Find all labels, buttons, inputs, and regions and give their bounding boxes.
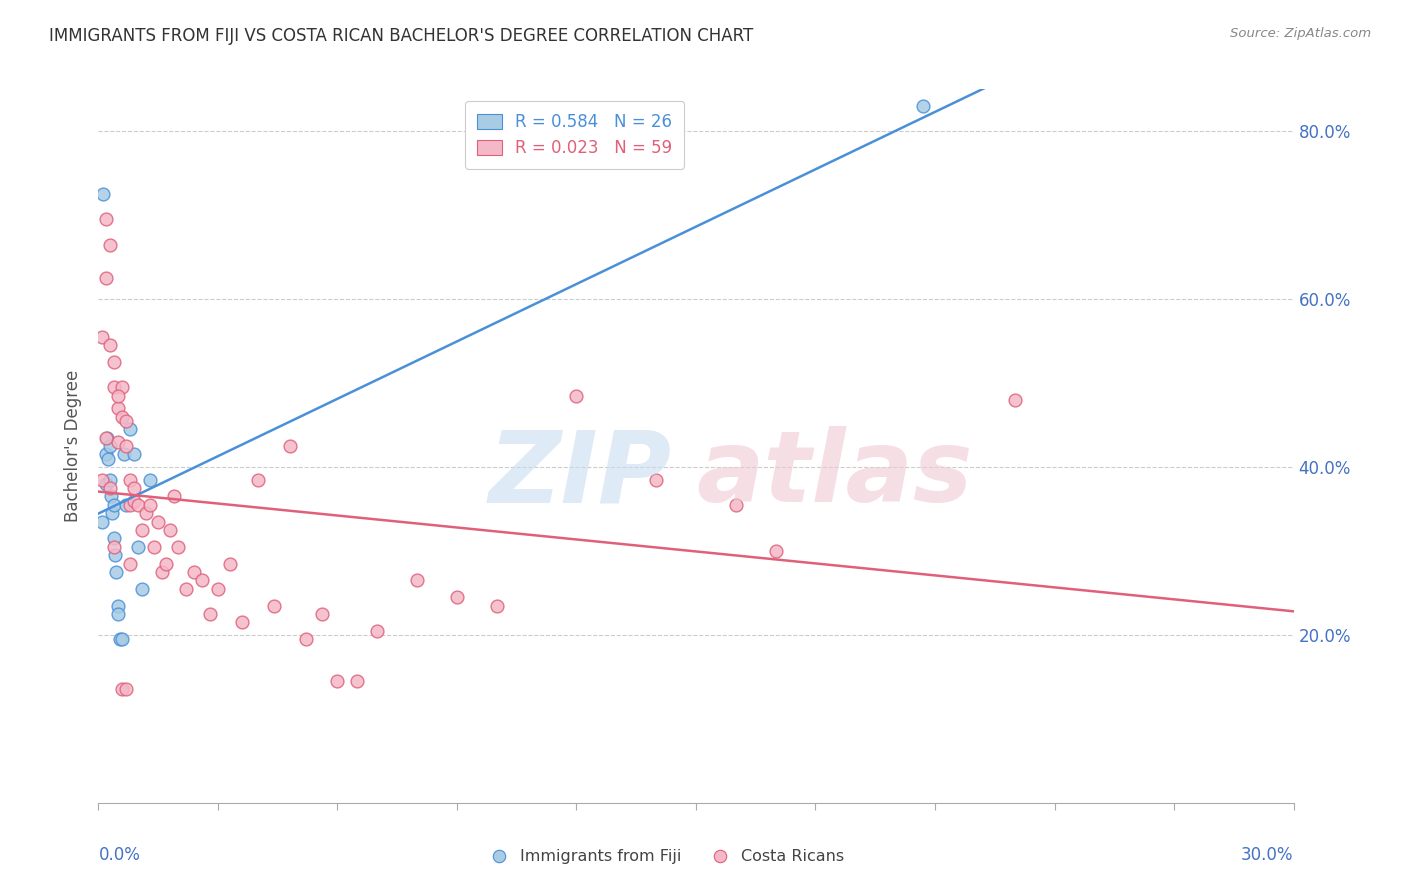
Point xyxy=(246,473,269,487)
Point xyxy=(107,599,129,613)
Point xyxy=(111,409,134,424)
Point xyxy=(278,439,301,453)
Point xyxy=(124,481,146,495)
Point xyxy=(110,632,132,646)
Point xyxy=(111,380,134,394)
Point xyxy=(115,439,138,453)
Point xyxy=(406,574,429,588)
Text: Immigrants from Fiji: Immigrants from Fiji xyxy=(520,849,682,863)
Point xyxy=(115,682,138,697)
Point xyxy=(90,515,112,529)
Point xyxy=(94,447,117,461)
Point xyxy=(174,582,197,596)
Point xyxy=(485,599,508,613)
Point xyxy=(107,434,129,449)
Point xyxy=(115,498,138,512)
Point xyxy=(765,544,787,558)
Point xyxy=(143,540,166,554)
Point xyxy=(346,674,368,689)
Point xyxy=(1004,392,1026,407)
Text: Source: ZipAtlas.com: Source: ZipAtlas.com xyxy=(1230,27,1371,40)
Point xyxy=(127,540,149,554)
Point xyxy=(107,401,129,416)
Point xyxy=(96,431,118,445)
Text: atlas: atlas xyxy=(696,426,973,523)
Text: IMMIGRANTS FROM FIJI VS COSTA RICAN BACHELOR'S DEGREE CORRELATION CHART: IMMIGRANTS FROM FIJI VS COSTA RICAN BACH… xyxy=(49,27,754,45)
Point xyxy=(219,557,242,571)
Point xyxy=(645,473,668,487)
Point xyxy=(120,557,142,571)
Point xyxy=(124,493,146,508)
Text: 30.0%: 30.0% xyxy=(1241,846,1294,863)
Point xyxy=(100,237,122,252)
Point xyxy=(103,532,125,546)
Point xyxy=(104,548,127,562)
Point xyxy=(135,506,157,520)
Point xyxy=(366,624,388,638)
Point xyxy=(131,523,153,537)
Point xyxy=(120,422,142,436)
Point xyxy=(96,431,118,445)
Point xyxy=(139,498,162,512)
Point xyxy=(150,565,173,579)
Point xyxy=(100,481,122,495)
Point xyxy=(98,439,121,453)
Point xyxy=(103,355,125,369)
Point xyxy=(155,557,177,571)
Point xyxy=(127,498,149,512)
Text: Costa Ricans: Costa Ricans xyxy=(741,849,845,863)
Point xyxy=(112,447,135,461)
Point xyxy=(101,506,124,520)
Point xyxy=(294,632,316,646)
Point xyxy=(96,212,118,227)
Point xyxy=(100,338,122,352)
Point xyxy=(91,473,114,487)
Point xyxy=(91,187,114,202)
Point xyxy=(231,615,253,630)
Point xyxy=(191,574,214,588)
Point xyxy=(124,447,146,461)
Point xyxy=(103,498,125,512)
Point xyxy=(159,523,181,537)
Point xyxy=(111,682,134,697)
Point xyxy=(107,607,129,621)
Point xyxy=(120,498,142,512)
Point xyxy=(107,389,129,403)
Point xyxy=(263,599,285,613)
Point xyxy=(105,565,128,579)
Point xyxy=(120,473,142,487)
Point xyxy=(111,632,134,646)
Point xyxy=(183,565,205,579)
Point xyxy=(163,489,186,503)
Point xyxy=(326,674,349,689)
Legend: R = 0.584   N = 26, R = 0.023   N = 59: R = 0.584 N = 26, R = 0.023 N = 59 xyxy=(465,101,685,169)
Y-axis label: Bachelor's Degree: Bachelor's Degree xyxy=(65,370,83,522)
Point xyxy=(724,498,747,512)
Point xyxy=(96,476,118,491)
Point xyxy=(100,489,122,503)
Point xyxy=(115,414,138,428)
Point xyxy=(139,473,162,487)
Point xyxy=(911,99,934,113)
Point xyxy=(96,271,118,285)
Point xyxy=(100,473,122,487)
Point xyxy=(198,607,221,621)
Point xyxy=(131,582,153,596)
Text: 0.0%: 0.0% xyxy=(98,846,141,863)
Point xyxy=(167,540,190,554)
Point xyxy=(97,451,120,466)
Point xyxy=(91,330,114,344)
Point xyxy=(311,607,333,621)
Text: ZIP: ZIP xyxy=(489,426,672,523)
Point xyxy=(565,389,588,403)
Point xyxy=(103,540,125,554)
Point xyxy=(148,515,170,529)
Point xyxy=(446,590,468,604)
Point xyxy=(207,582,229,596)
Point xyxy=(103,380,125,394)
